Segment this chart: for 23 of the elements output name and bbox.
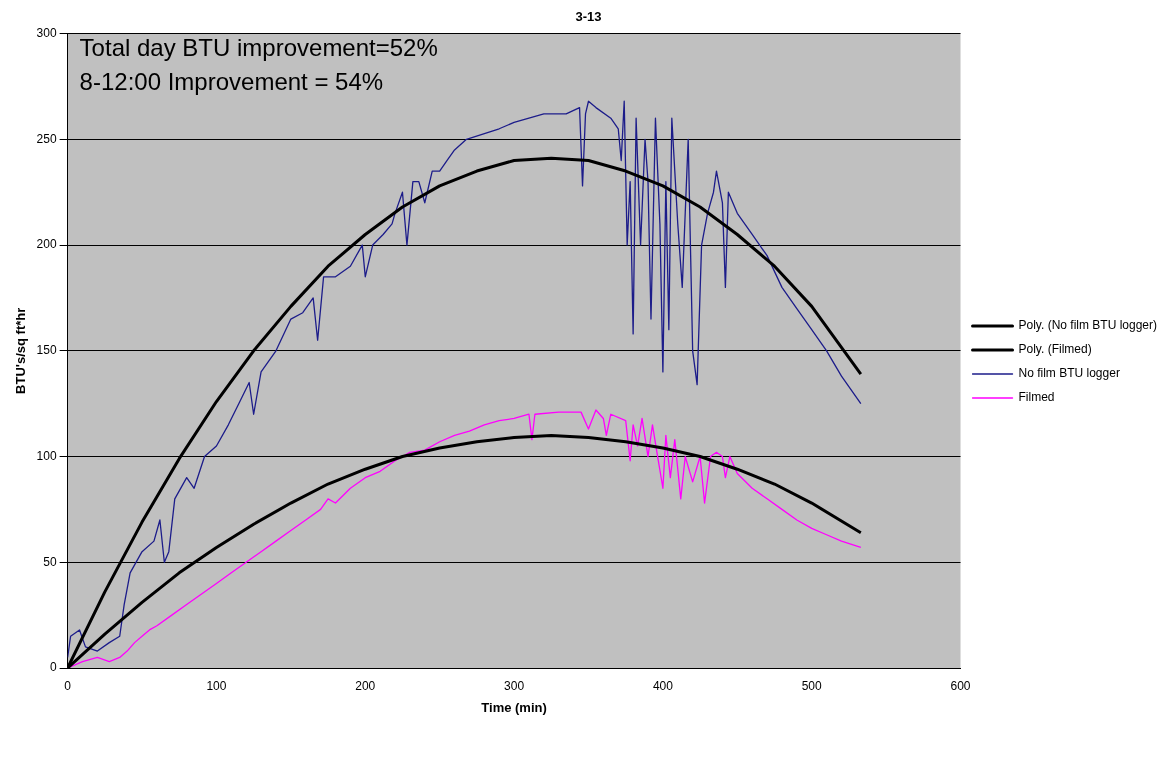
x-tick-label: 400 xyxy=(652,678,674,693)
y-tick-label: 100 xyxy=(36,448,57,463)
y-tick-label: 150 xyxy=(36,343,57,358)
legend-label: No film BTU logger xyxy=(1018,366,1120,381)
y-tick-label: 250 xyxy=(36,131,57,146)
x-axis-title: Time (min) xyxy=(481,699,547,715)
x-tick-label: 200 xyxy=(355,678,376,693)
y-tick-label: 50 xyxy=(43,554,57,569)
x-tick-label: 300 xyxy=(504,678,525,693)
x-tick-label: 600 xyxy=(950,678,971,693)
y-tick-label: 200 xyxy=(36,237,57,252)
chart-title: 3-13 xyxy=(575,9,602,25)
y-tick-label: 300 xyxy=(36,25,57,40)
y-axis-title: BTU's/sq ft*hr xyxy=(13,307,29,394)
legend-label: Poly. (No film BTU logger) xyxy=(1018,318,1158,333)
x-tick-label: 0 xyxy=(64,678,72,693)
y-tick-label: 0 xyxy=(49,660,57,675)
x-tick-label: 500 xyxy=(801,678,823,693)
annotation: Total day BTU improvement=52% xyxy=(79,34,438,62)
legend-label: Poly. (Filmed) xyxy=(1018,342,1092,357)
x-tick-label: 100 xyxy=(206,678,227,693)
annotation: 8-12:00 Improvement = 54% xyxy=(79,68,384,96)
legend-label: Filmed xyxy=(1018,390,1055,405)
